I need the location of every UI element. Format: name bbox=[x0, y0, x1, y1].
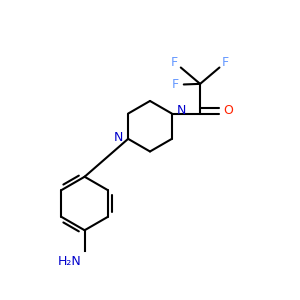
Text: H₂N: H₂N bbox=[57, 255, 81, 268]
Text: O: O bbox=[223, 104, 233, 117]
Text: N: N bbox=[177, 103, 187, 116]
Text: F: F bbox=[172, 78, 179, 91]
Text: F: F bbox=[222, 56, 230, 69]
Text: N: N bbox=[113, 131, 123, 144]
Text: F: F bbox=[171, 56, 178, 69]
